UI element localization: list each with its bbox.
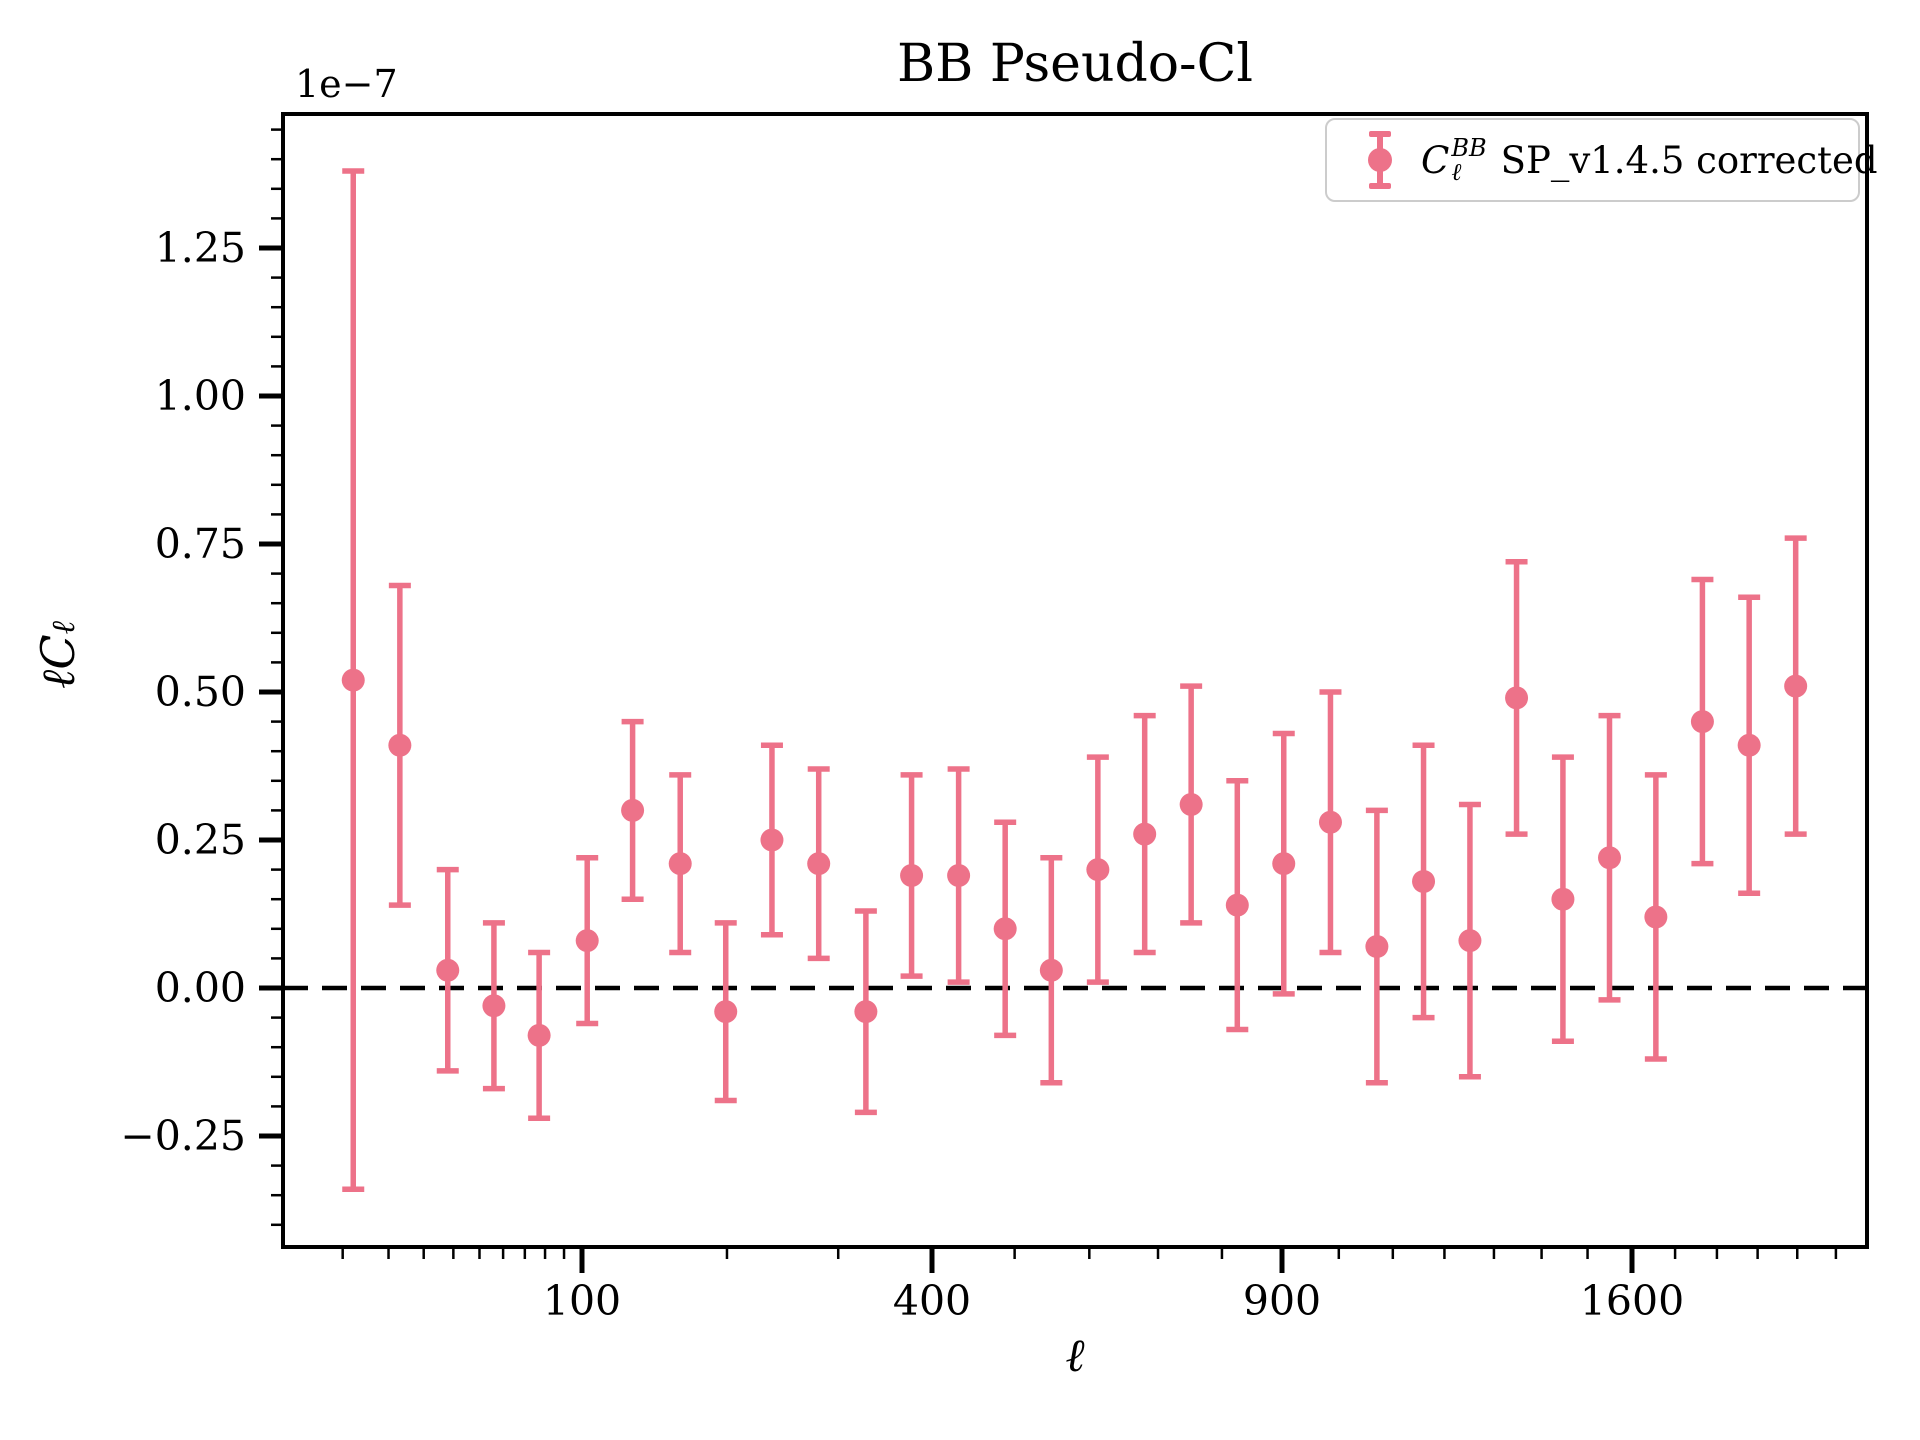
errorbar-legend-icon (1368, 131, 1392, 189)
y-axis-tick-label: 0.50 (155, 668, 246, 716)
errorbar-point (621, 718, 645, 902)
errorbar-point (341, 168, 365, 1193)
errorbar-point (1644, 772, 1668, 1062)
errorbar-point (1737, 594, 1761, 897)
errorbar-point (1133, 712, 1157, 956)
y-axis-label: ℓCℓ (31, 621, 85, 689)
errorbar-point (1086, 754, 1110, 985)
plot-frame (281, 112, 1869, 1249)
errorbar-point (1551, 754, 1575, 1045)
errorbar-point (1365, 807, 1389, 1086)
errorbar-point (1598, 712, 1622, 1003)
errorbar-point (575, 855, 599, 1027)
errorbar-point (1784, 535, 1808, 837)
legend-entry: C BB ℓ SP_v1.4.5 corrected (1421, 133, 1878, 186)
errorbar-point (482, 920, 506, 1092)
errorbar-point (947, 766, 971, 985)
errorbar-point (714, 920, 738, 1104)
legend-math-superscript: BB (1451, 133, 1487, 162)
errorbar-point (1505, 559, 1529, 837)
legend: C BB ℓ SP_v1.4.5 corrected (1325, 118, 1878, 202)
y-axis-tick-label: 0.75 (155, 520, 246, 568)
legend-entry-text: SP_v1.4.5 corrected (1500, 138, 1878, 182)
x-axis-tick-label: 1600 (1580, 1277, 1684, 1325)
y-axis-tick-label: −0.25 (120, 1112, 246, 1160)
errorbar-point (854, 908, 878, 1116)
errorbar-point (807, 766, 831, 962)
legend-math-subscript: ℓ (1451, 158, 1462, 186)
x-axis-label: ℓ (1065, 1328, 1085, 1382)
errorbar-point (1039, 855, 1063, 1086)
chart-title: BB Pseudo-Cl (896, 34, 1254, 94)
y-axis-tick-label: 1.25 (155, 224, 246, 272)
errorbar-point (1458, 801, 1482, 1080)
legend-math-symbol: C (1421, 138, 1450, 182)
errorbar-point (1412, 742, 1436, 1021)
errorbar-point (1318, 689, 1342, 956)
y-axis-label-text: ℓC (31, 634, 85, 689)
x-axis-tick-label: 100 (543, 1277, 621, 1325)
errorbar-point (993, 819, 1017, 1039)
y-axis-tick-label: 0.25 (155, 816, 246, 864)
errorbar-point (668, 772, 692, 956)
y-axis-tick-label: 0.00 (155, 964, 246, 1012)
y-axis-tick-label: 1.00 (155, 372, 246, 420)
errorbar-point (900, 772, 924, 979)
errorbar-point (1272, 730, 1296, 997)
y-axis-label-subscript: ℓ (44, 621, 82, 635)
errorbar-point (1225, 778, 1249, 1033)
errorbar-point (388, 582, 412, 908)
errorbar-point (1690, 576, 1714, 867)
errorbar-point (527, 949, 551, 1121)
errorbar-point (436, 866, 460, 1074)
y-axis-offset-label: 1e−7 (295, 62, 398, 106)
x-axis-tick-label: 400 (893, 1277, 971, 1325)
errorbar-point (760, 742, 784, 938)
errorbar-point (1179, 683, 1203, 926)
x-axis-tick-label: 900 (1243, 1277, 1321, 1325)
